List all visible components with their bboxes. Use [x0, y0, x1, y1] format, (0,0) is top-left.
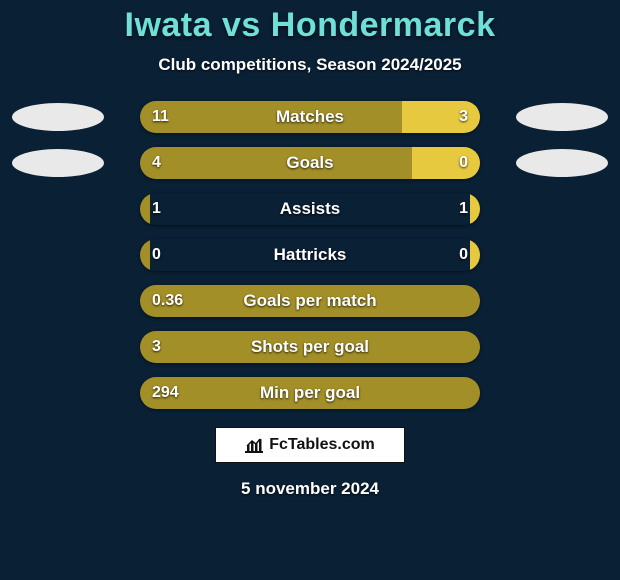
- player-left-name: Iwata: [125, 6, 213, 44]
- stat-bar-right: [402, 101, 480, 133]
- stat-row: 1 1Assists: [0, 193, 620, 225]
- stat-bar-left: [140, 147, 412, 179]
- stat-bar: 0.36Goals per match: [140, 285, 480, 317]
- stat-bar-right: [412, 147, 480, 179]
- stat-row: 40Goals: [0, 147, 620, 179]
- stat-bar: 40Goals: [140, 147, 480, 179]
- page-title: Iwata vs Hondermarck: [125, 6, 496, 45]
- comparison-infographic: Iwata vs Hondermarck Club competitions, …: [0, 0, 620, 580]
- player-right-name: Hondermarck: [271, 6, 496, 44]
- attribution-badge: FcTables.com: [215, 427, 405, 463]
- attribution-text: FcTables.com: [269, 436, 375, 454]
- stat-bar-left: [140, 285, 480, 317]
- stat-bar-left: [140, 193, 150, 225]
- stat-row: 0.36Goals per match: [0, 285, 620, 317]
- chart-icon: [245, 437, 263, 453]
- stat-bar: 113Matches: [140, 101, 480, 133]
- stat-label: Assists: [140, 193, 480, 225]
- stat-bar-right: [470, 239, 480, 271]
- stat-row: 0 0Hattricks: [0, 239, 620, 271]
- stat-row: 294Min per goal: [0, 377, 620, 409]
- player-marker-right: [516, 149, 608, 177]
- player-marker-right: [516, 103, 608, 131]
- stat-bar-left: [140, 377, 480, 409]
- stat-bar-left: [140, 331, 480, 363]
- stat-value-left: 0: [152, 239, 161, 271]
- player-marker-left: [12, 103, 104, 131]
- stat-bar-right: [470, 193, 480, 225]
- stat-value-left: 1: [152, 193, 161, 225]
- stat-bar-left: [140, 239, 150, 271]
- stat-bar: 294Min per goal: [140, 377, 480, 409]
- stat-row: 3Shots per goal: [0, 331, 620, 363]
- vs-label: vs: [222, 6, 261, 44]
- player-marker-left: [12, 149, 104, 177]
- footer-date: 5 november 2024: [241, 479, 379, 499]
- stat-value-right: 0: [459, 239, 468, 271]
- stat-bar: 1 1Assists: [140, 193, 480, 225]
- stat-label: Hattricks: [140, 239, 480, 271]
- stat-bar: 0 0Hattricks: [140, 239, 480, 271]
- stat-rows: 113Matches 40Goals 1 1Assists 0 0Hattricks 0.3…: [0, 101, 620, 409]
- page-subtitle: Club competitions, Season 2024/2025: [158, 55, 461, 75]
- stat-bar: 3Shots per goal: [140, 331, 480, 363]
- stat-value-right: 1: [459, 193, 468, 225]
- stat-bar-left: [140, 101, 402, 133]
- stat-row: 113Matches: [0, 101, 620, 133]
